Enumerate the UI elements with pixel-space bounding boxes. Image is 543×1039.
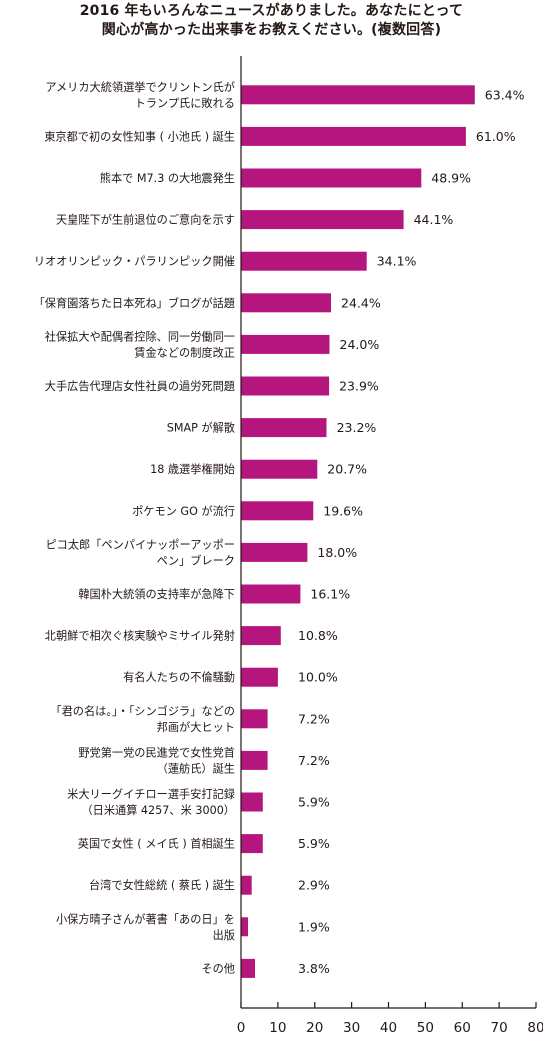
value-label: 48.9% bbox=[431, 171, 471, 186]
bar bbox=[241, 126, 466, 146]
category-label: 大手広告代理店女性社員の過労死問題 bbox=[45, 379, 235, 393]
category-label: 有名人たちの不倫騒動 bbox=[123, 670, 235, 684]
category-label: 「君の名は。」・「シンゴジラ」などの bbox=[50, 704, 235, 718]
x-tick-label: 60 bbox=[454, 1020, 471, 1036]
value-label: 23.2% bbox=[337, 420, 377, 435]
category-label: トランプ氏に敗れる bbox=[135, 96, 235, 110]
bar bbox=[241, 667, 278, 687]
x-tick-label: 40 bbox=[380, 1020, 397, 1036]
bar bbox=[241, 334, 330, 354]
x-tick-label: 10 bbox=[269, 1020, 286, 1036]
value-label: 34.1% bbox=[377, 254, 417, 269]
category-label: 小保方晴子さんが著書「あの日」を bbox=[56, 912, 235, 926]
value-label: 3.8% bbox=[298, 961, 330, 976]
category-label: 天皇陛下が生前退位のご意向を示す bbox=[56, 213, 235, 227]
category-label: 英国で女性 ( メイ氏 ) 首相誕生 bbox=[78, 837, 235, 851]
category-label: 熊本で M7.3 の大地震発生 bbox=[100, 171, 235, 185]
value-label: 61.0% bbox=[476, 129, 516, 144]
value-label: 23.9% bbox=[339, 379, 379, 394]
bar bbox=[241, 875, 252, 895]
bar bbox=[241, 834, 263, 854]
value-label: 16.1% bbox=[310, 587, 350, 602]
category-label: ポケモン GO が流行 bbox=[132, 504, 235, 518]
x-tick-label: 0 bbox=[237, 1020, 246, 1036]
x-tick-label: 20 bbox=[306, 1020, 323, 1036]
category-label: その他 bbox=[201, 962, 235, 975]
category-label: アメリカ大統領選挙でクリントン氏が bbox=[45, 80, 235, 94]
value-label: 20.7% bbox=[327, 462, 367, 477]
category-label: （日米通算 4257、米 3000） bbox=[81, 803, 235, 817]
value-label: 44.1% bbox=[414, 212, 454, 227]
value-label: 5.9% bbox=[298, 795, 330, 810]
category-label: ペン」ブレーク bbox=[157, 553, 235, 567]
category-label: ピコ太郎「ペンパイナッポーアッポー bbox=[45, 537, 235, 551]
category-label: 賃金などの制度改正 bbox=[134, 345, 235, 359]
bar bbox=[241, 626, 281, 646]
value-label: 7.2% bbox=[298, 753, 330, 768]
bar bbox=[241, 750, 268, 770]
category-label: 「保育園落ちた日本死ね」ブログが話題 bbox=[34, 296, 235, 310]
value-label: 5.9% bbox=[298, 836, 330, 851]
value-label: 18.0% bbox=[317, 545, 357, 560]
bar bbox=[241, 85, 475, 105]
value-label: 63.4% bbox=[485, 87, 525, 102]
category-label: 韓国朴大統領の支持率が急降下 bbox=[78, 587, 235, 601]
category-label: SMAP が解散 bbox=[167, 421, 235, 435]
chart-title: 2016 年もいろんなニュースがありました。あなたにとって 関心が高かった出来事… bbox=[0, 2, 543, 40]
category-label: 野党第一党の民進党で女性党首 bbox=[78, 745, 235, 759]
value-label: 1.9% bbox=[298, 919, 330, 934]
value-label: 10.8% bbox=[298, 628, 338, 643]
bar bbox=[241, 459, 318, 479]
chart-title-line-1: 2016 年もいろんなニュースがありました。あなたにとって bbox=[79, 3, 464, 19]
category-label: リオオリンピック・パラリンピック開催 bbox=[34, 254, 235, 268]
bar bbox=[241, 792, 263, 812]
category-label: 社保拡大や配偶者控除、同一労働同一 bbox=[45, 329, 235, 343]
x-tick-label: 30 bbox=[343, 1020, 360, 1036]
bar bbox=[241, 251, 367, 271]
bar bbox=[241, 501, 314, 521]
x-tick-label: 70 bbox=[491, 1020, 508, 1036]
bar bbox=[241, 376, 330, 396]
value-label: 2.9% bbox=[298, 878, 330, 893]
value-label: 7.2% bbox=[298, 711, 330, 726]
category-label: （蓮舫氏）誕生 bbox=[157, 761, 235, 775]
bar bbox=[241, 293, 331, 313]
bar bbox=[241, 168, 422, 188]
value-label: 10.0% bbox=[298, 670, 338, 685]
value-label: 19.6% bbox=[323, 503, 363, 518]
category-label: 米大リーグイチロー選手安打記録 bbox=[67, 787, 235, 801]
bar bbox=[241, 709, 268, 729]
chart-title-line-2: 関心が高かった出来事をお教えください。(複数回答) bbox=[101, 22, 442, 38]
category-label: 北朝鮮で相次ぐ核実験やミサイル発射 bbox=[45, 629, 235, 643]
bar bbox=[241, 584, 301, 604]
value-label: 24.0% bbox=[340, 337, 380, 352]
category-label: 18 歳選挙権開始 bbox=[150, 462, 235, 476]
category-label: 台湾で女性総統 ( 蔡氏 ) 誕生 bbox=[89, 878, 235, 892]
x-tick-label: 50 bbox=[417, 1020, 434, 1036]
bar bbox=[241, 917, 248, 937]
bar bbox=[241, 210, 404, 230]
x-tick-label: 80 bbox=[527, 1020, 543, 1036]
category-label: 邦画が大ヒット bbox=[157, 720, 235, 734]
bar bbox=[241, 542, 308, 562]
value-label: 24.4% bbox=[341, 295, 381, 310]
bar bbox=[241, 958, 255, 978]
bar bbox=[241, 418, 327, 438]
category-label: 出版 bbox=[213, 928, 235, 942]
category-label: 東京都で初の女性知事 ( 小池氏 ) 誕生 bbox=[44, 129, 235, 143]
